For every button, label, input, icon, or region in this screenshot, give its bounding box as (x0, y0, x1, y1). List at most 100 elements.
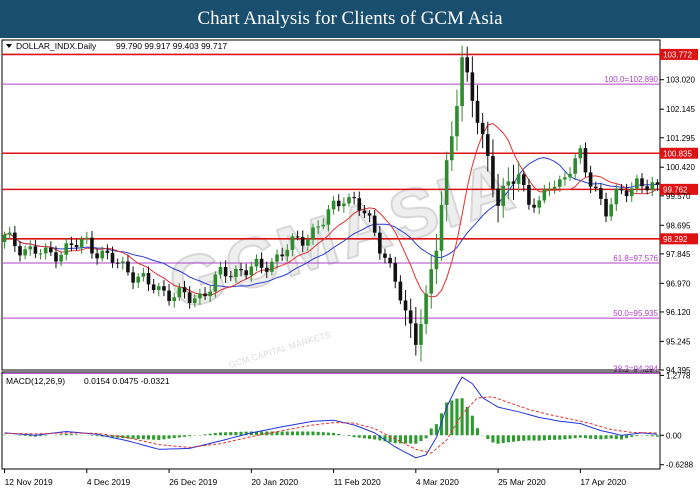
candle-body (640, 178, 644, 187)
candle-body (609, 204, 613, 217)
price-tick-label: 97.845 (666, 250, 691, 259)
price-tick-label: 102.145 (666, 105, 695, 114)
candle-body (316, 226, 320, 228)
candle-body (450, 136, 454, 161)
candle-body (362, 210, 367, 214)
candle-body (18, 246, 22, 256)
time-tick-label: 26 Dec 2019 (169, 477, 217, 487)
candle-body (578, 148, 583, 159)
candle-body (64, 243, 69, 255)
candle-body (378, 232, 382, 254)
candle-body (172, 297, 177, 301)
time-tick-label: 11 Feb 2020 (334, 477, 381, 487)
candle-body (439, 204, 444, 251)
candle-body (223, 266, 228, 277)
macd-tick-label: -0.6288 (666, 461, 694, 470)
candle-body (568, 173, 572, 178)
candle-body (275, 254, 279, 262)
candle-body (599, 188, 603, 199)
candle-body (244, 270, 248, 276)
candle-body (475, 100, 480, 123)
candle-body (511, 181, 516, 184)
candle-body (59, 254, 63, 262)
time-axis: 12 Nov 2019 4 Dec 2019 26 Dec 2019 20 Jan 2… (4, 469, 626, 487)
header-title: Chart Analysis for Clients of GCM Asia (197, 8, 503, 29)
candle-body (218, 266, 223, 275)
candle-body (552, 186, 557, 189)
candle-body (336, 200, 341, 207)
candle-body (506, 181, 511, 186)
candle-body (285, 249, 290, 257)
macd-tick-label: 1.2778 (666, 371, 691, 380)
candle-body (347, 197, 351, 204)
level-labels: 100.0=102.890 61.8=97.576 50.0=95.935 38.2=… (604, 48, 698, 373)
candle-body (115, 262, 120, 264)
candle-body (470, 72, 475, 101)
resistance-label-box (660, 48, 698, 60)
candle-body (516, 174, 521, 184)
candle-body (614, 188, 619, 205)
candle-body (100, 250, 105, 259)
fib-label: 38.2=94.294 (613, 364, 658, 373)
price-tick-label: 100.420 (666, 163, 695, 172)
macd-axis: 1.2778 0.00 -0.6288 (660, 371, 694, 470)
candle-body (259, 258, 264, 268)
price-tick-label: 98.695 (666, 221, 691, 230)
candle-body (126, 261, 130, 273)
macd-title: MACD(12,26,9) (6, 376, 65, 386)
candle-body (655, 182, 660, 185)
candle-body (2, 234, 7, 242)
candle-body (264, 267, 269, 272)
price-axis: 103.020 102.145 101.295 100.420 99.570 98.695… (660, 76, 695, 375)
candle-body (434, 250, 439, 270)
candle-body (383, 253, 387, 258)
candle-body (290, 236, 295, 250)
candle-body (403, 300, 408, 311)
candle-body (563, 177, 567, 180)
candle-body (388, 257, 392, 264)
fib-label: 50.0=95.935 (613, 309, 658, 318)
candle-body (321, 224, 326, 227)
candle-body (151, 284, 156, 291)
symbol-dropdown-icon[interactable] (6, 44, 12, 48)
resistance-label: 98.292 (663, 235, 688, 244)
candle-body (90, 237, 94, 254)
candle-body (588, 172, 593, 187)
candle-body (624, 190, 629, 197)
time-tick-label: 25 Mar 2020 (498, 477, 546, 487)
macd-panel-frame (1, 371, 661, 470)
candle-body (645, 186, 649, 191)
candle-body (342, 203, 346, 207)
resistance-label-box (660, 233, 698, 245)
candle-body (583, 148, 588, 173)
price-tick-label: 101.295 (666, 134, 695, 143)
candle-body (393, 263, 398, 282)
candle-body (38, 253, 43, 255)
candle-body (141, 273, 146, 277)
price-tick-label: 96.120 (666, 308, 691, 317)
time-tick-label: 17 Apr 2020 (580, 477, 626, 487)
candle-body (121, 261, 125, 264)
candle-body (177, 287, 182, 298)
candle-body (49, 247, 53, 253)
moving-averages (4, 122, 658, 298)
ohlc-readout: 99.790 99.917 99.403 99.717 (116, 41, 227, 51)
resistance-label: 99.762 (663, 185, 688, 194)
candle-body (7, 232, 12, 235)
candle-body (521, 174, 526, 185)
candle-body (156, 286, 161, 291)
candle-body (414, 323, 418, 345)
time-tick-label: 20 Jan 2020 (251, 477, 298, 487)
candle-body (480, 122, 485, 135)
candle-body (444, 160, 449, 205)
candle-body (629, 188, 634, 197)
price-tick-label: 94.395 (666, 366, 691, 375)
candle-body (162, 286, 166, 291)
price-tick-label: 103.020 (666, 76, 695, 85)
candle-body (424, 293, 428, 324)
candle-body (306, 239, 310, 246)
candle-body (213, 274, 218, 292)
macd-line (4, 376, 658, 459)
resistance-label: 100.835 (663, 149, 692, 158)
candle-body (460, 57, 464, 107)
